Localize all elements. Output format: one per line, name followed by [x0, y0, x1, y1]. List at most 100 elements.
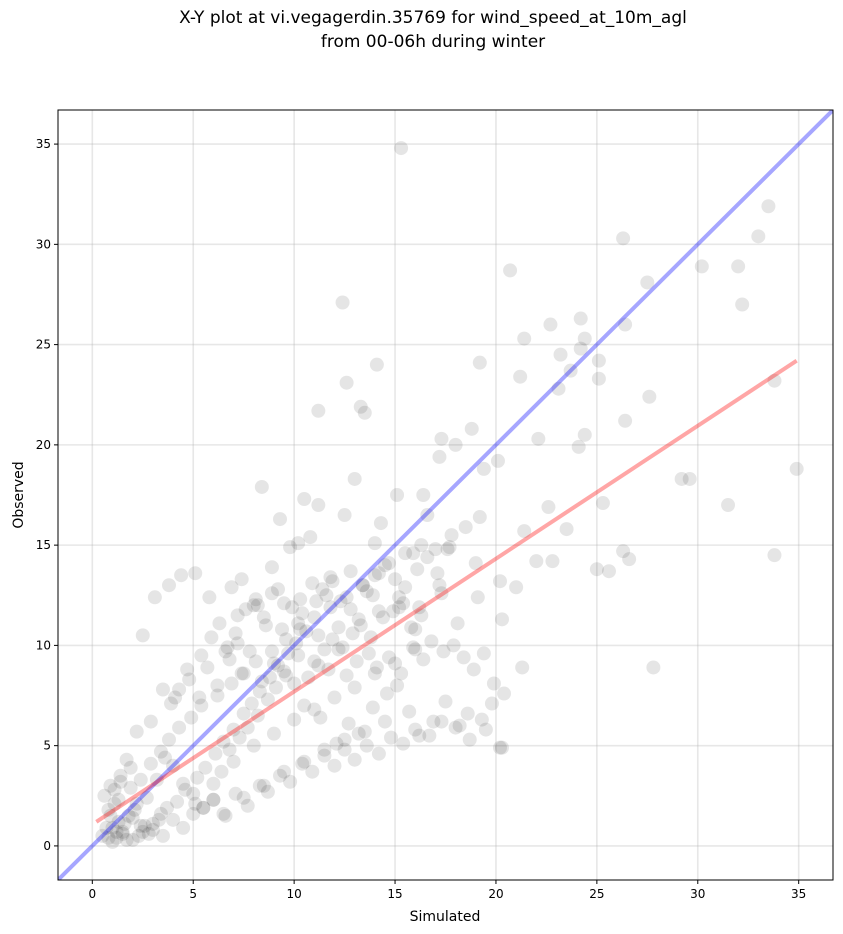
data-point — [420, 508, 435, 523]
data-point — [369, 660, 384, 675]
data-point — [767, 373, 782, 388]
data-point — [133, 772, 148, 787]
data-point — [363, 630, 378, 645]
data-point — [379, 686, 394, 701]
data-point — [149, 772, 164, 787]
data-point — [176, 776, 191, 791]
data-point — [390, 488, 405, 502]
data-point — [99, 820, 114, 835]
data-point — [129, 796, 144, 811]
data-point — [341, 716, 356, 731]
data-point — [188, 796, 203, 811]
data-point — [111, 814, 126, 829]
data-point — [529, 554, 544, 569]
data-point — [317, 642, 332, 657]
data-point — [347, 752, 362, 767]
data-point — [426, 714, 441, 729]
data-point — [618, 413, 633, 428]
data-point — [270, 582, 285, 597]
data-point — [159, 800, 174, 815]
data-point — [458, 520, 473, 535]
data-point — [335, 295, 350, 310]
data-point — [133, 818, 148, 833]
data-point — [386, 604, 401, 619]
data-point — [157, 750, 172, 765]
data-point — [307, 702, 322, 717]
data-point — [210, 688, 225, 703]
data-point — [285, 600, 300, 615]
data-point — [123, 760, 138, 775]
data-point — [495, 612, 510, 627]
data-point — [361, 646, 376, 661]
data-point — [260, 784, 275, 799]
data-point — [230, 608, 245, 623]
data-point — [131, 828, 146, 843]
x-axis-label: Simulated — [410, 909, 481, 925]
data-point — [218, 644, 233, 659]
data-point — [260, 692, 275, 707]
data-point — [543, 317, 558, 332]
data-point — [490, 453, 505, 468]
data-point — [327, 758, 342, 773]
data-point — [337, 508, 352, 523]
data-point — [355, 578, 370, 593]
data-point — [222, 652, 237, 667]
data-point — [682, 471, 697, 486]
data-point — [214, 764, 229, 779]
y-tick-label: 0 — [43, 839, 51, 853]
y-tick-label: 15 — [36, 538, 51, 552]
data-point — [139, 790, 154, 805]
data-point — [402, 704, 417, 719]
data-point — [616, 231, 631, 246]
data-point — [367, 568, 382, 583]
data-point — [168, 690, 183, 705]
data-point — [254, 674, 269, 689]
data-point — [408, 722, 423, 737]
data-point — [440, 542, 455, 557]
data-point — [351, 726, 366, 741]
data-point — [232, 730, 247, 745]
data-point — [279, 632, 294, 647]
data-point — [105, 820, 120, 835]
data-point — [513, 369, 528, 384]
data-point — [355, 578, 370, 593]
data-point — [113, 768, 128, 783]
data-point — [166, 812, 181, 827]
data-point — [216, 806, 231, 821]
data-point — [250, 708, 265, 723]
data-point — [194, 648, 209, 663]
data-point — [343, 602, 358, 617]
data-point — [115, 826, 130, 841]
data-point — [216, 734, 231, 749]
data-point — [646, 660, 661, 675]
data-point — [319, 588, 334, 603]
data-point — [295, 756, 310, 771]
data-point — [311, 403, 326, 418]
data-point — [577, 427, 592, 442]
data-point — [315, 582, 330, 597]
data-point — [335, 640, 350, 655]
data-point — [242, 644, 257, 659]
data-point — [434, 586, 449, 601]
data-point — [573, 341, 588, 356]
y-tick-label: 35 — [36, 137, 51, 151]
data-point — [476, 646, 491, 661]
data-point — [174, 568, 189, 583]
data-point — [392, 600, 407, 615]
data-point — [367, 536, 382, 551]
data-point — [166, 758, 181, 773]
data-point — [464, 421, 479, 436]
data-point — [127, 802, 142, 817]
data-point — [333, 594, 348, 609]
x-tick-label: 25 — [589, 887, 604, 901]
data-point — [563, 363, 578, 378]
one-to-one-line — [58, 110, 833, 880]
data-point — [412, 728, 427, 743]
data-point — [303, 530, 318, 545]
data-point — [103, 808, 118, 823]
data-point — [186, 786, 201, 801]
data-point — [307, 654, 322, 669]
data-point — [295, 606, 310, 621]
data-point — [238, 602, 253, 617]
data-point — [192, 690, 207, 705]
